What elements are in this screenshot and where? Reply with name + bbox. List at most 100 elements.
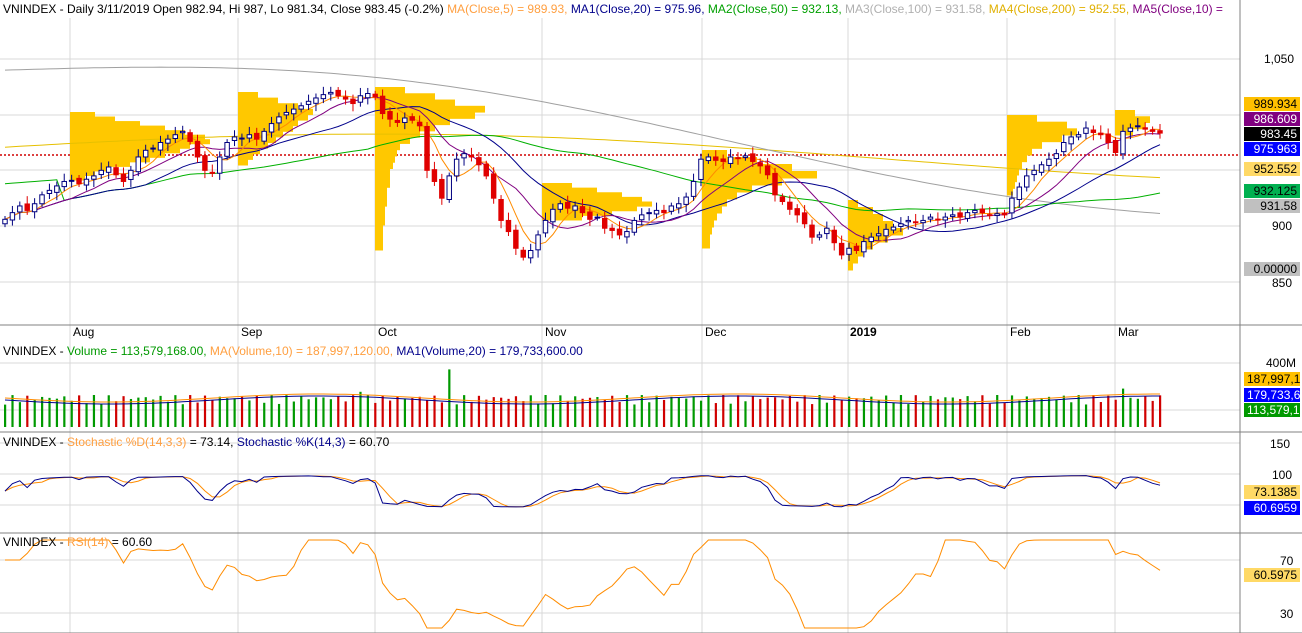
volume-profile-sep [238,148,260,155]
candle-body [631,219,638,233]
volume-bar [1077,395,1080,427]
candle-body [949,214,956,217]
candle-body [128,169,134,180]
candle-body [912,221,919,224]
ma5-label: MA(Close,5) = 989.93, [447,2,568,16]
candle-body [661,209,667,214]
volume-bar [625,395,629,427]
candle-body [342,96,349,100]
volume-bar [270,395,273,427]
volume-bar [537,403,540,427]
volume-profile-mar [1115,116,1150,123]
volume-profile-oct [375,168,390,176]
volume-bar [33,399,36,427]
candle-body [39,194,45,205]
volume-bar [166,401,170,427]
candle-body [1038,164,1045,173]
candle-body [261,130,267,142]
volume-bar [85,403,88,427]
volume-profile-oct [375,193,387,201]
candle-body [46,189,53,194]
candle-body [394,119,401,123]
volume-bar [55,398,59,427]
volume-profile-aug [70,161,130,167]
volume-bar [181,404,184,427]
volume-bars [4,369,1162,427]
candle-body [416,121,423,127]
volume-bar [159,395,162,427]
candle-body [1135,125,1141,128]
volume-bar [1010,395,1014,427]
candle-body [1112,139,1119,154]
candle-body [676,203,682,209]
candle-body [172,134,179,139]
candle-body [831,229,837,244]
volume-bar [1144,396,1147,427]
candle-body [742,155,749,158]
volume-profile-oct [375,155,395,163]
stoch-symbol: VNINDEX [3,435,57,449]
volume-bar [1136,398,1139,427]
volume-profile-nov [542,183,572,189]
candle-body [379,95,386,115]
candle-body [328,91,334,95]
rsi-value: = 60.60 [111,535,153,549]
volume-bar [70,400,73,427]
volume-profile-feb [1007,121,1067,129]
volume-bar [1114,399,1117,427]
candle-body [705,156,712,162]
candle-body [1068,136,1074,145]
candle-body [890,226,897,231]
volume-bar [359,391,362,427]
oscillator-lines [4,475,1161,629]
candle-body [202,155,208,171]
volume-bar [685,398,688,427]
candle-body [298,105,304,110]
volume-bar [285,395,288,427]
volume-bar [389,400,392,427]
candle-body [194,140,201,158]
volume-bar [559,395,562,427]
volume-bar [899,395,903,427]
volume-profile-feb [1007,155,1027,163]
candle-body [772,172,778,196]
volume-symbol: VNINDEX [3,344,57,358]
candle-body [779,196,786,203]
volume-bar [307,399,310,427]
volume-bar [736,395,740,427]
volume-profile-oct [375,149,397,157]
candle-body [853,245,860,251]
volume-profile-oct [375,174,390,182]
ma200-label: MA4(Close,200) = 952.55, [988,2,1130,16]
volume-profile-oct [375,93,435,101]
candle-body [224,142,230,157]
volume-bar [233,398,236,427]
volume-profile-sep [238,131,283,138]
volume-bar [189,395,192,427]
volume-bar [707,395,710,427]
candle-body [61,180,67,188]
volume-value: Volume = 113,579,168.00, [67,344,207,358]
volume-profile-dec [702,199,727,207]
candle-body [898,223,904,227]
volume-bar [662,399,666,427]
candle-body [231,136,238,141]
stoch-k-value: = 60.70 [348,435,390,449]
volume-bar [396,396,399,427]
candle-body [572,205,578,211]
rsi-tick-70: 70 [1280,554,1294,568]
candle-body [535,234,541,251]
volume-bar [1047,396,1051,427]
volume-profile-feb [1007,128,1077,136]
volume-profile-nov [542,196,642,202]
volume-bar [218,396,221,427]
candle-body [986,214,993,217]
volume-bar [922,401,925,427]
tag-ma100: 931.58 [1244,199,1300,213]
tag-volume: 113,579,1 [1244,403,1300,417]
candle-body [624,231,630,238]
volume-bar [648,402,651,427]
volume-bar [277,403,281,427]
volume-bar [322,397,325,427]
